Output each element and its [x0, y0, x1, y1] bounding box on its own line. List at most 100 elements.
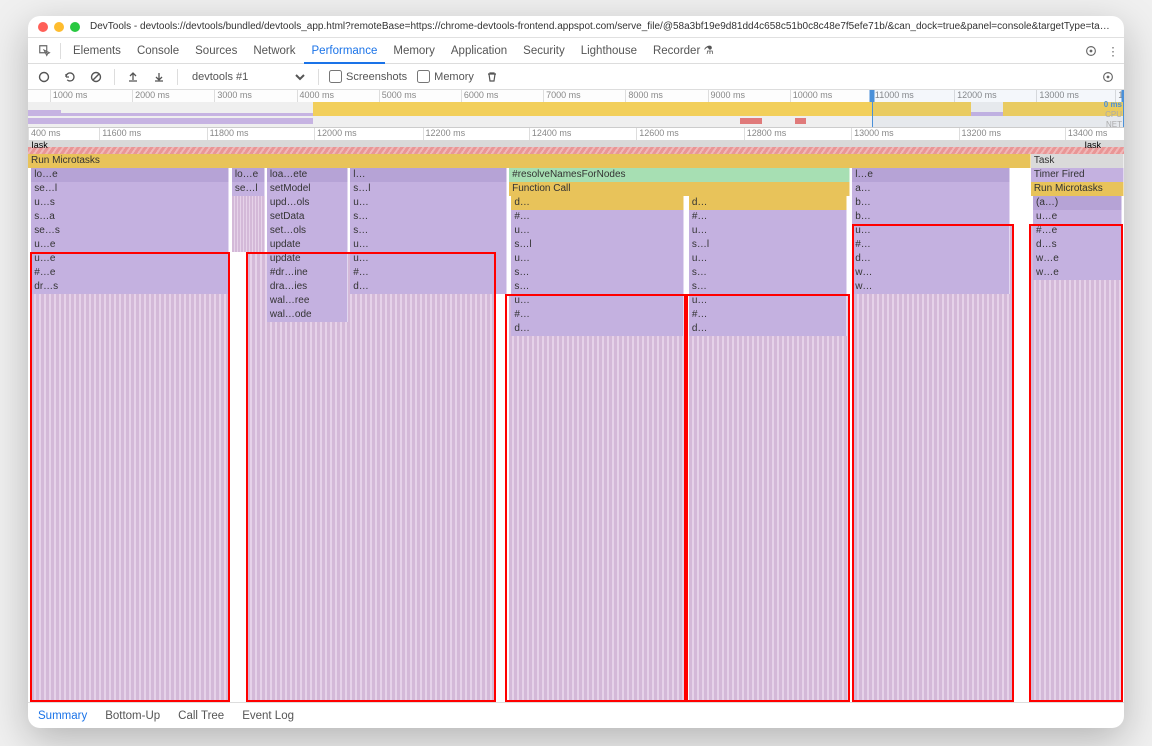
flame-frame[interactable]: Run Microtasks [28, 154, 1031, 168]
detail-tab-call-tree[interactable]: Call Tree [178, 710, 224, 722]
settings-gear-icon[interactable] [1100, 69, 1116, 85]
flame-frame[interactable]: w… [852, 280, 1010, 294]
deep-stack[interactable] [689, 294, 849, 702]
flame-frame[interactable]: setData [267, 210, 348, 224]
flame-frame[interactable]: b… [852, 210, 1010, 224]
flame-frame[interactable]: u… [350, 238, 507, 252]
flame-frame[interactable]: Timer Fired [1031, 168, 1124, 182]
flame-frame[interactable]: u…e [31, 252, 228, 266]
flame-frame[interactable]: #… [852, 238, 1010, 252]
flame-frame[interactable]: w…e [1033, 252, 1122, 266]
main-tab-memory[interactable]: Memory [385, 38, 443, 64]
flame-frame[interactable]: d… [511, 322, 684, 336]
flame-frame[interactable]: loa…ete [267, 168, 348, 182]
flame-frame[interactable]: wal…ree [267, 294, 348, 308]
flame-frame[interactable]: #… [350, 266, 507, 280]
flame-frame[interactable]: u…e [1033, 210, 1122, 224]
flame-frame[interactable]: se…l [31, 182, 228, 196]
flame-chart[interactable]: Run MicrotasksTasklo…elo…eloa…etel…#reso… [28, 154, 1124, 702]
main-tab-recorder[interactable]: Recorder ⚗ [645, 38, 722, 64]
flame-frame[interactable]: update [267, 238, 348, 252]
flame-frame[interactable]: #dr…ine [267, 266, 348, 280]
flame-frame[interactable]: s…l [689, 238, 847, 252]
detail-tab-bottom-up[interactable]: Bottom-Up [105, 710, 160, 722]
memory-checkbox[interactable]: Memory [417, 70, 474, 83]
session-select[interactable]: devtools #1 [188, 70, 308, 84]
flame-frame[interactable]: s… [511, 266, 684, 280]
flame-frame[interactable]: #… [689, 308, 847, 322]
max-dot[interactable] [70, 22, 80, 32]
flame-frame[interactable]: s…l [511, 238, 684, 252]
flame-frame[interactable]: u…s [31, 196, 228, 210]
main-tab-console[interactable]: Console [129, 38, 187, 64]
flame-frame[interactable]: w…e [1033, 266, 1122, 280]
flame-frame[interactable]: d… [511, 196, 684, 210]
flame-frame[interactable]: set…ols [267, 224, 348, 238]
flame-frame[interactable]: l… [350, 168, 507, 182]
trash-icon[interactable] [484, 69, 500, 85]
flame-frame[interactable]: Task [1031, 154, 1124, 168]
flame-frame[interactable]: u… [689, 224, 847, 238]
flame-frame[interactable]: (a…) [1033, 196, 1122, 210]
close-dot[interactable] [38, 22, 48, 32]
min-dot[interactable] [54, 22, 64, 32]
detail-tab-event-log[interactable]: Event Log [242, 710, 294, 722]
flame-frame[interactable]: d… [350, 280, 507, 294]
flame-frame[interactable]: l…e [852, 168, 1010, 182]
flame-frame[interactable]: wal…ode [267, 308, 348, 322]
flame-frame[interactable]: u… [852, 224, 1010, 238]
flame-frame[interactable]: b… [852, 196, 1010, 210]
flame-frame[interactable]: s…l [350, 182, 507, 196]
flame-frame[interactable]: s… [511, 280, 684, 294]
flame-frame[interactable]: s… [689, 266, 847, 280]
screenshots-checkbox[interactable]: Screenshots [329, 70, 407, 83]
flame-frame[interactable]: Run Microtasks [1031, 182, 1124, 196]
flame-frame[interactable]: s… [350, 224, 507, 238]
flame-frame[interactable]: u… [511, 252, 684, 266]
deep-stack[interactable] [31, 252, 228, 702]
flame-frame[interactable]: d… [689, 196, 847, 210]
main-tab-security[interactable]: Security [515, 38, 573, 64]
detail-ruler[interactable]: 400 ms11600 ms11800 ms12000 ms12200 ms12… [28, 128, 1124, 154]
flame-frame[interactable]: u… [350, 252, 507, 266]
flame-frame[interactable]: u… [511, 224, 684, 238]
main-tab-application[interactable]: Application [443, 38, 515, 64]
flame-frame[interactable]: se…s [31, 224, 228, 238]
flame-frame[interactable]: u… [689, 252, 847, 266]
flame-frame[interactable]: u…e [31, 238, 228, 252]
more-icon[interactable]: ⋮ [1102, 44, 1124, 58]
clear-icon[interactable] [88, 69, 104, 85]
inspect-icon[interactable] [34, 44, 56, 58]
flame-frame[interactable]: s… [350, 210, 507, 224]
flame-frame[interactable]: d…s [1033, 238, 1122, 252]
flame-frame[interactable]: a… [852, 182, 1010, 196]
reload-icon[interactable] [62, 69, 78, 85]
flame-frame[interactable]: w… [852, 266, 1010, 280]
flame-frame[interactable]: u… [511, 294, 684, 308]
download-icon[interactable] [151, 69, 167, 85]
flame-frame[interactable]: #…e [1033, 224, 1122, 238]
flame-frame[interactable]: #…e [31, 266, 228, 280]
flame-frame[interactable]: upd…ols [267, 196, 348, 210]
main-tab-sources[interactable]: Sources [187, 38, 245, 64]
flame-frame[interactable]: dra…ies [267, 280, 348, 294]
deep-stack[interactable] [1031, 224, 1122, 702]
flame-frame[interactable]: #resolveNamesForNodes [509, 168, 850, 182]
flame-frame[interactable]: se…l [232, 182, 265, 196]
record-icon[interactable] [36, 69, 52, 85]
flame-frame[interactable]: lo…e [31, 168, 228, 182]
settings-icon[interactable] [1080, 44, 1102, 58]
flame-frame[interactable]: s…a [31, 210, 228, 224]
deep-stack[interactable] [854, 224, 1012, 702]
main-tab-lighthouse[interactable]: Lighthouse [573, 38, 645, 64]
main-tab-performance[interactable]: Performance [304, 38, 386, 64]
flame-frame[interactable]: Function Call [509, 182, 850, 196]
flame-frame[interactable]: setModel [267, 182, 348, 196]
deep-stack[interactable] [509, 294, 684, 702]
main-tab-network[interactable]: Network [245, 38, 303, 64]
flame-frame[interactable]: s… [689, 280, 847, 294]
detail-tab-summary[interactable]: Summary [38, 710, 87, 722]
flame-frame[interactable]: #… [511, 308, 684, 322]
flame-frame[interactable]: d… [689, 322, 847, 336]
flame-frame[interactable]: u… [350, 196, 507, 210]
